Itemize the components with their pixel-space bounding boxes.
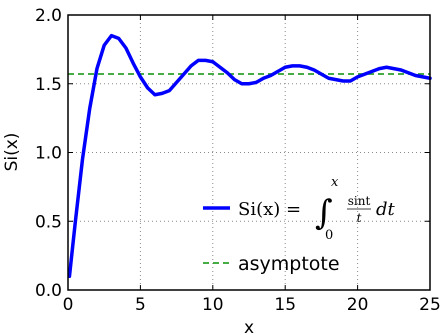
legend-label-asymptote: asymptote bbox=[238, 253, 340, 275]
x-tick-label: 15 bbox=[274, 295, 296, 315]
tick-labels: 0 5 10 15 20 25 0.0 0.5 1.0 1.5 2.0 bbox=[35, 6, 441, 315]
si-line bbox=[67, 33, 432, 278]
legend: Si(x) = ∫ x 0 sint t dt asymptote bbox=[203, 175, 396, 275]
legend-label-si-num: sint bbox=[348, 194, 371, 208]
data-lines bbox=[67, 33, 432, 278]
x-tick-label: 5 bbox=[135, 295, 146, 315]
legend-label-si-lower: 0 bbox=[325, 228, 333, 243]
grid-lines bbox=[67, 14, 431, 291]
legend-label-si-upper: x bbox=[331, 175, 339, 190]
y-tick-label: 0.0 bbox=[35, 281, 62, 301]
legend-label-si-tail: dt bbox=[376, 199, 396, 220]
x-tick-label: 25 bbox=[419, 295, 441, 315]
x-tick-label: 20 bbox=[347, 295, 369, 315]
legend-label-si-lhs: Si(x) = bbox=[238, 199, 301, 220]
y-tick-label: 2.0 bbox=[35, 6, 62, 26]
x-tick-label: 10 bbox=[202, 295, 224, 315]
legend-label-si-den: t bbox=[357, 211, 362, 225]
plot-frame bbox=[67, 14, 431, 291]
y-axis-label: Si(x) bbox=[2, 133, 22, 172]
x-axis-label: x bbox=[244, 318, 254, 335]
y-tick-label: 1.5 bbox=[35, 75, 62, 95]
x-tick-label: 0 bbox=[63, 295, 74, 315]
y-tick-label: 1.0 bbox=[35, 144, 62, 164]
y-tick-label: 0.5 bbox=[35, 212, 62, 232]
legend-label-si-int: ∫ bbox=[315, 193, 333, 233]
